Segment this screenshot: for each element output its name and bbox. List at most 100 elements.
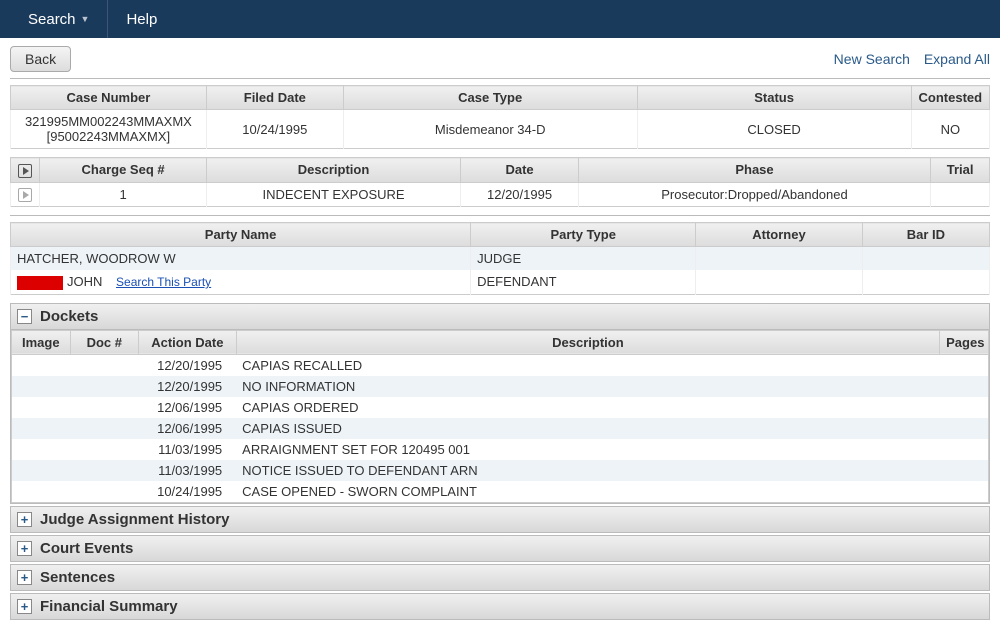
new-search-link[interactable]: New Search	[834, 51, 910, 67]
divider	[10, 78, 990, 79]
docket-pages	[940, 376, 989, 397]
docket-date: 11/03/1995	[138, 460, 236, 481]
docket-doc	[70, 354, 138, 376]
case-number-primary: 321995MM002243MMAXMX	[17, 114, 200, 129]
toolbar: Back New Search Expand All	[10, 46, 990, 72]
cell-case-type: Misdemeanor 34-D	[343, 110, 637, 149]
play-icon	[18, 164, 32, 178]
docket-row: 11/03/1995ARRAIGNMENT SET FOR 120495 001	[12, 439, 989, 460]
cell-filed-date: 10/24/1995	[206, 110, 343, 149]
section-sentences[interactable]: + Sentences	[10, 564, 990, 591]
docket-date: 12/06/1995	[138, 397, 236, 418]
search-this-party-link[interactable]: Search This Party	[116, 275, 211, 289]
docket-image	[12, 397, 71, 418]
section-financial[interactable]: + Financial Summary	[10, 593, 990, 620]
section-dockets[interactable]: − Dockets	[10, 303, 990, 330]
nav-help-label: Help	[126, 11, 157, 28]
charge-phase: Prosecutor:Dropped/Abandoned	[578, 182, 930, 207]
col-bar-id: Bar ID	[862, 223, 989, 247]
docket-doc	[70, 418, 138, 439]
charge-expand[interactable]	[11, 182, 40, 207]
party-attorney	[696, 270, 862, 294]
expand-icon: +	[17, 541, 32, 556]
party-type: JUDGE	[471, 247, 696, 271]
docket-pages	[940, 481, 989, 503]
col-desc: Description	[236, 330, 939, 354]
docket-desc: CASE OPENED - SWORN COMPLAINT	[236, 481, 939, 503]
col-charge-date: Date	[461, 158, 578, 183]
docket-date: 12/20/1995	[138, 354, 236, 376]
party-row: JOHN Search This Party DEFENDANT	[11, 270, 990, 294]
docket-image	[12, 460, 71, 481]
expand-icon	[18, 188, 32, 202]
redaction-block	[17, 276, 63, 290]
party-name-text: JOHN	[67, 274, 102, 289]
col-charge-seq: Charge Seq #	[40, 158, 206, 183]
dockets-panel: Image Doc # Action Date Description Page…	[10, 330, 990, 504]
docket-doc	[70, 481, 138, 503]
col-attorney: Attorney	[696, 223, 862, 247]
docket-doc	[70, 376, 138, 397]
nav-help[interactable]: Help	[108, 0, 175, 38]
dockets-table: Image Doc # Action Date Description Page…	[11, 330, 989, 503]
expand-all-link[interactable]: Expand All	[924, 51, 990, 67]
docket-desc: CAPIAS ISSUED	[236, 418, 939, 439]
docket-image	[12, 354, 71, 376]
party-bar	[862, 247, 989, 271]
docket-desc: NO INFORMATION	[236, 376, 939, 397]
charge-row: 1 INDECENT EXPOSURE 12/20/1995 Prosecuto…	[11, 182, 990, 207]
col-contested: Contested	[911, 86, 989, 110]
docket-desc: CAPIAS ORDERED	[236, 397, 939, 418]
docket-image	[12, 481, 71, 503]
cell-contested: NO	[911, 110, 989, 149]
col-status: Status	[637, 86, 911, 110]
col-charge-desc: Description	[206, 158, 461, 183]
charge-trial	[931, 182, 990, 207]
back-button[interactable]: Back	[10, 46, 71, 72]
docket-date: 12/20/1995	[138, 376, 236, 397]
col-image: Image	[12, 330, 71, 354]
docket-row: 11/03/1995NOTICE ISSUED TO DEFENDANT ARN	[12, 460, 989, 481]
docket-doc	[70, 439, 138, 460]
docket-pages	[940, 354, 989, 376]
section-judge-history[interactable]: + Judge Assignment History	[10, 506, 990, 533]
docket-image	[12, 439, 71, 460]
docket-pages	[940, 397, 989, 418]
docket-row: 12/20/1995CAPIAS RECALLED	[12, 354, 989, 376]
toolbar-links: New Search Expand All	[824, 51, 990, 67]
case-row: 321995MM002243MMAXMX [95002243MMAXMX] 10…	[11, 110, 990, 149]
charge-desc: INDECENT EXPOSURE	[206, 182, 461, 207]
col-case-type: Case Type	[343, 86, 637, 110]
docket-date: 12/06/1995	[138, 418, 236, 439]
chevron-down-icon: ▼	[81, 14, 90, 24]
col-action-date: Action Date	[138, 330, 236, 354]
col-charge-phase: Phase	[578, 158, 930, 183]
docket-row: 10/24/1995CASE OPENED - SWORN COMPLAINT	[12, 481, 989, 503]
divider	[10, 215, 990, 216]
topbar: Search ▼ Help	[0, 0, 1000, 38]
col-expand	[11, 158, 40, 183]
section-sentences-label: Sentences	[40, 569, 115, 586]
section-judge-label: Judge Assignment History	[40, 511, 229, 528]
collapse-icon: −	[17, 309, 32, 324]
col-case-number: Case Number	[11, 86, 207, 110]
section-events-label: Court Events	[40, 540, 133, 557]
docket-desc: ARRAIGNMENT SET FOR 120495 001	[236, 439, 939, 460]
expand-icon: +	[17, 512, 32, 527]
content: Back New Search Expand All Case Number F…	[0, 38, 1000, 628]
docket-pages	[940, 460, 989, 481]
nav-search[interactable]: Search ▼	[10, 0, 108, 38]
col-filed-date: Filed Date	[206, 86, 343, 110]
parties-table: Party Name Party Type Attorney Bar ID HA…	[10, 222, 990, 295]
case-summary-table: Case Number Filed Date Case Type Status …	[10, 85, 990, 149]
party-bar	[862, 270, 989, 294]
docket-pages	[940, 439, 989, 460]
section-court-events[interactable]: + Court Events	[10, 535, 990, 562]
party-name: HATCHER, WOODROW W	[11, 247, 471, 271]
docket-doc	[70, 460, 138, 481]
docket-row: 12/20/1995NO INFORMATION	[12, 376, 989, 397]
charges-table: Charge Seq # Description Date Phase Tria…	[10, 157, 990, 207]
docket-image	[12, 418, 71, 439]
charge-seq: 1	[40, 182, 206, 207]
docket-date: 11/03/1995	[138, 439, 236, 460]
